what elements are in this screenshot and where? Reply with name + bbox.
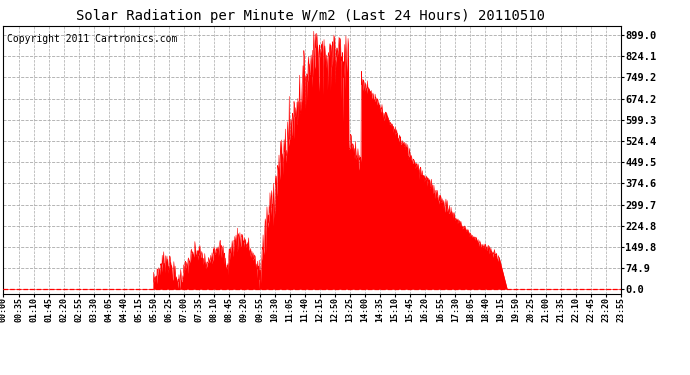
Text: Solar Radiation per Minute W/m2 (Last 24 Hours) 20110510: Solar Radiation per Minute W/m2 (Last 24… bbox=[76, 9, 545, 23]
Text: Copyright 2011 Cartronics.com: Copyright 2011 Cartronics.com bbox=[6, 34, 177, 44]
